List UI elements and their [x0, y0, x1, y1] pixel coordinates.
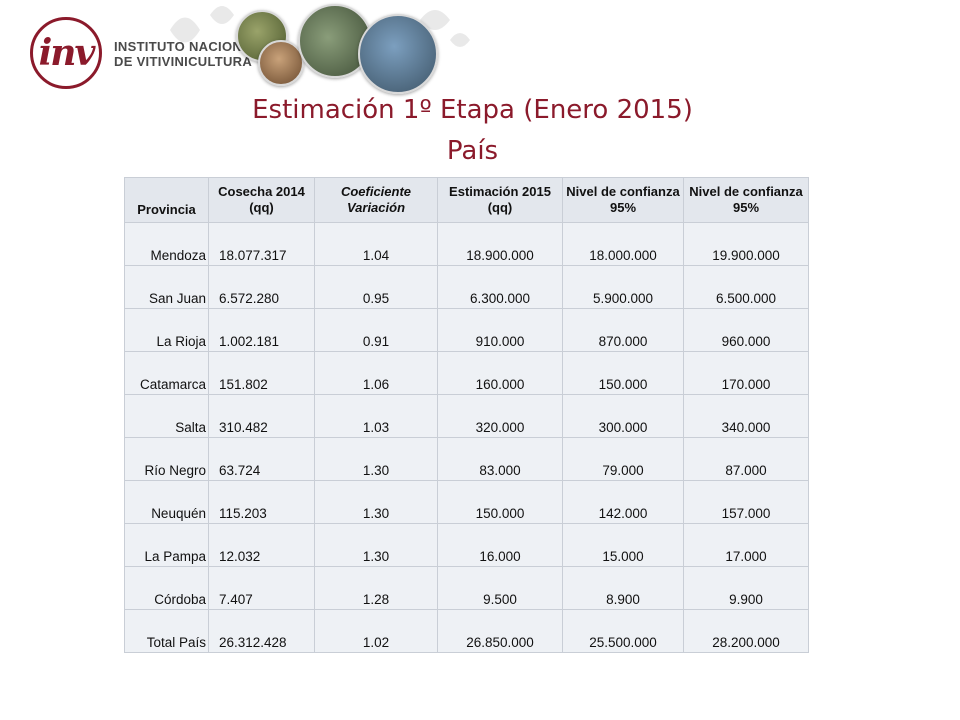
header-nivel-confianza-inferior: Nivel de confianza 95% — [562, 177, 684, 223]
table-header-row: Provincia Cosecha 2014 (qq) Coeficiente … — [124, 177, 809, 223]
provincia-cell: Neuquén — [124, 480, 209, 524]
coeficiente-cell: 1.06 — [314, 351, 438, 395]
cosecha-2014-cell: 18.077.317 — [208, 222, 315, 266]
table-row: La Pampa 12.032 1.30 16.000 15.000 17.000 — [124, 523, 809, 567]
provincia-cell: Río Negro — [124, 437, 209, 481]
confianza-inferior-cell: 25.500.000 — [562, 609, 684, 653]
estimacion-2015-cell: 9.500 — [437, 566, 563, 610]
coeficiente-cell: 1.02 — [314, 609, 438, 653]
header-cosecha-2014: Cosecha 2014 (qq) — [208, 177, 315, 223]
table-row: Mendoza 18.077.317 1.04 18.900.000 18.000.00… — [124, 222, 809, 266]
confianza-inferior-cell: 142.000 — [562, 480, 684, 524]
table-row: Córdoba 7.407 1.28 9.500 8.900 9.900 — [124, 566, 809, 610]
org-name: INSTITUTO NACIONAL DE VITIVINICULTURA — [114, 39, 260, 69]
coeficiente-cell: 1.30 — [314, 480, 438, 524]
cosecha-2014-cell: 12.032 — [208, 523, 315, 567]
logo-mark: inv — [38, 32, 96, 74]
photo-worker — [258, 40, 304, 86]
provincia-cell: Total País — [124, 609, 209, 653]
confianza-inferior-cell: 18.000.000 — [562, 222, 684, 266]
confianza-inferior-cell: 300.000 — [562, 394, 684, 438]
coeficiente-cell: 1.30 — [314, 523, 438, 567]
coeficiente-cell: 1.30 — [314, 437, 438, 481]
provincia-cell: Salta — [124, 394, 209, 438]
table-row: Catamarca 151.802 1.06 160.000 150.000 170.00… — [124, 351, 809, 395]
confianza-superior-cell: 170.000 — [683, 351, 809, 395]
table-row: Salta 310.482 1.03 320.000 300.000 340.000 — [124, 394, 809, 438]
table-row: Río Negro 63.724 1.30 83.000 79.000 87.000 — [124, 437, 809, 481]
confianza-superior-cell: 17.000 — [683, 523, 809, 567]
estimacion-2015-cell: 83.000 — [437, 437, 563, 481]
cosecha-2014-cell: 310.482 — [208, 394, 315, 438]
cosecha-2014-cell: 1.002.181 — [208, 308, 315, 352]
cosecha-2014-cell: 6.572.280 — [208, 265, 315, 309]
page-title: Estimación 1º Etapa (Enero 2015) — [252, 95, 693, 125]
confianza-superior-cell: 6.500.000 — [683, 265, 809, 309]
coeficiente-cell: 0.95 — [314, 265, 438, 309]
confianza-superior-cell: 9.900 — [683, 566, 809, 610]
coeficiente-cell: 1.03 — [314, 394, 438, 438]
confianza-superior-cell: 19.900.000 — [683, 222, 809, 266]
estimacion-2015-cell: 16.000 — [437, 523, 563, 567]
cosecha-2014-cell: 115.203 — [208, 480, 315, 524]
org-name-line2: DE VITIVINICULTURA — [114, 54, 253, 69]
estimacion-2015-cell: 160.000 — [437, 351, 563, 395]
confianza-inferior-cell: 79.000 — [562, 437, 684, 481]
confianza-superior-cell: 157.000 — [683, 480, 809, 524]
table-row: Neuquén 115.203 1.30 150.000 142.000 157.000 — [124, 480, 809, 524]
cosecha-2014-cell: 151.802 — [208, 351, 315, 395]
cosecha-2014-cell: 7.407 — [208, 566, 315, 610]
estimacion-2015-cell: 320.000 — [437, 394, 563, 438]
estimacion-2015-cell: 150.000 — [437, 480, 563, 524]
decorative-leaves — [170, 6, 470, 47]
table-row: La Rioja 1.002.181 0.91 910.000 870.000 960.0… — [124, 308, 809, 352]
header-coeficiente-variacion: Coeficiente Variación — [314, 177, 438, 223]
page-subtitle: País — [446, 136, 499, 166]
header-nivel-confianza-superior: Nivel de confianza 95% — [683, 177, 809, 223]
confianza-inferior-cell: 150.000 — [562, 351, 684, 395]
photo-harvest — [358, 14, 438, 94]
header-provincia: Provincia — [124, 177, 209, 223]
coeficiente-cell: 0.91 — [314, 308, 438, 352]
confianza-inferior-cell: 8.900 — [562, 566, 684, 610]
cosecha-2014-cell: 26.312.428 — [208, 609, 315, 653]
coeficiente-cell: 1.28 — [314, 566, 438, 610]
confianza-superior-cell: 340.000 — [683, 394, 809, 438]
estimation-table: Provincia Cosecha 2014 (qq) Coeficiente … — [124, 177, 809, 653]
provincia-cell: Córdoba — [124, 566, 209, 610]
estimacion-2015-cell: 6.300.000 — [437, 265, 563, 309]
coeficiente-cell: 1.04 — [314, 222, 438, 266]
provincia-cell: La Rioja — [124, 308, 209, 352]
estimacion-2015-cell: 18.900.000 — [437, 222, 563, 266]
confianza-superior-cell: 87.000 — [683, 437, 809, 481]
table-row-total: Total País 26.312.428 1.02 26.850.000 25.500… — [124, 609, 809, 653]
confianza-inferior-cell: 15.000 — [562, 523, 684, 567]
org-name-line1: INSTITUTO NACIONAL — [114, 39, 260, 54]
inv-logo: inv — [30, 17, 102, 89]
estimacion-2015-cell: 910.000 — [437, 308, 563, 352]
confianza-superior-cell: 28.200.000 — [683, 609, 809, 653]
header-estimacion-2015: Estimación 2015 (qq) — [437, 177, 563, 223]
estimacion-2015-cell: 26.850.000 — [437, 609, 563, 653]
table-row: San Juan 6.572.280 0.95 6.300.000 5.900.000 6… — [124, 265, 809, 309]
photo-collage — [230, 0, 465, 95]
confianza-inferior-cell: 870.000 — [562, 308, 684, 352]
confianza-inferior-cell: 5.900.000 — [562, 265, 684, 309]
provincia-cell: Catamarca — [124, 351, 209, 395]
provincia-cell: Mendoza — [124, 222, 209, 266]
confianza-superior-cell: 960.000 — [683, 308, 809, 352]
provincia-cell: San Juan — [124, 265, 209, 309]
provincia-cell: La Pampa — [124, 523, 209, 567]
cosecha-2014-cell: 63.724 — [208, 437, 315, 481]
